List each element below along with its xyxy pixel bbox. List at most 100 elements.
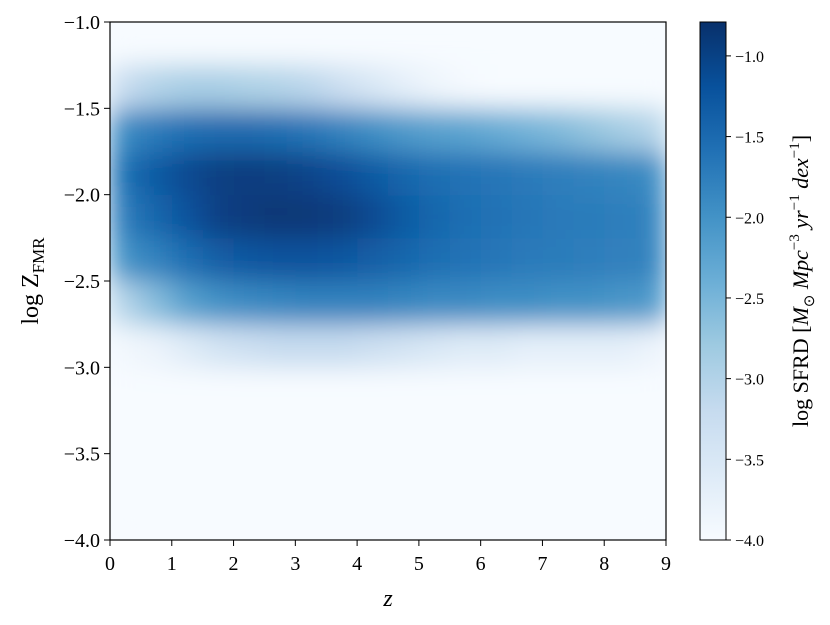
heatmap-cell [326,410,358,455]
heatmap-cell [140,151,173,196]
heatmap-cell [635,453,666,498]
heatmap-cell [326,324,358,368]
heatmap-cell [110,237,142,282]
heatmap-cell [388,22,420,66]
heatmap-cell [233,194,265,239]
heatmap-cell [202,367,235,411]
heatmap-cell [171,151,204,196]
heatmap-cell [604,496,636,540]
heatmap-cell [449,410,482,455]
heatmap-cell [604,281,636,325]
heatmap-cell [542,410,574,455]
heatmap-cell [233,281,265,325]
heatmap-cell [110,281,142,325]
heatmap-cell [295,194,327,239]
heatmap-cell [326,108,358,152]
heatmap-cell [295,281,327,325]
y-axis-label: log ZFMR [18,237,48,325]
heatmap-cell [264,108,296,152]
heatmap-cell [449,237,482,282]
heatmap-cell [357,108,389,152]
heatmap-cell [480,237,513,282]
heatmap-cell [171,367,204,411]
heatmap-cell [449,367,482,411]
heatmap-cell [357,22,389,66]
heatmap-cell [480,65,513,109]
heatmap-cell [388,151,420,196]
x-tick-label: 9 [661,553,671,575]
heatmap-cell [233,108,265,152]
heatmap-cell [264,410,296,455]
heatmap-cell [511,410,543,455]
heatmap-cell [140,410,173,455]
heatmap-cell [573,108,605,152]
heatmap-cell [110,108,142,152]
colorbar-label-part: −3 [787,234,803,250]
heatmap-cell [635,65,666,109]
heatmap [110,22,666,540]
heatmap-cell [357,324,389,368]
heatmap-cell [326,65,358,109]
heatmap-cell [604,410,636,455]
heatmap-cell [110,324,142,368]
heatmap-cell [418,410,451,455]
heatmap-cell [511,194,543,239]
heatmap-cell [480,367,513,411]
heatmap-cell [326,453,358,498]
y-tick-label: −1.5 [64,98,100,120]
heatmap-cell [573,410,605,455]
heatmap-cell [233,151,265,196]
heatmap-cell [573,22,605,66]
colorbar [699,21,727,541]
heatmap-cell [326,237,358,282]
heatmap-cell [418,151,451,196]
heatmap-cell [202,496,235,540]
heatmap-cell [171,194,204,239]
heatmap-cell [388,324,420,368]
heatmap-cell [326,194,358,239]
heatmap-cell [388,410,420,455]
heatmap-cell [635,496,666,540]
heatmap-cell [418,496,451,540]
heatmap-cell [357,367,389,411]
x-axis-label: z [382,586,393,612]
heatmap-cell [326,281,358,325]
heatmap-cell [480,453,513,498]
colorbar-label-part: Mpc [788,250,813,295]
heatmap-cell [233,324,265,368]
heatmap-cell [357,453,389,498]
heatmap-cell [233,367,265,411]
x-tick-label: 7 [537,553,547,575]
y-axis-label-main: log Z [18,273,44,324]
heatmap-cell [202,108,235,152]
heatmap-cell [542,281,574,325]
colorbar-label-part: ⊙ [802,295,818,308]
heatmap-cell [449,324,482,368]
heatmap-cell [264,194,296,239]
heatmap-cell [480,22,513,66]
heatmap-cell [357,281,389,325]
heatmap-cell [140,453,173,498]
heatmap-cell [264,237,296,282]
heatmap-cell [573,281,605,325]
colorbar-label-part: −1 [787,194,803,210]
heatmap-cell [110,410,142,455]
heatmap-cell [264,22,296,66]
heatmap-cell [511,237,543,282]
heatmap-cell [295,108,327,152]
colorbar-label: log SFRD [M⊙ Mpc−3 yr−1 dex−1] [787,135,818,427]
heatmap-cell [202,194,235,239]
heatmap-cell [233,410,265,455]
x-tick-label: 4 [352,553,362,575]
heatmap-cell [449,108,482,152]
heatmap-cell [202,237,235,282]
heatmap-cell [604,108,636,152]
colorbar-label-part: ] [788,135,813,142]
heatmap-cell [388,194,420,239]
heatmap-cell [635,410,666,455]
heatmap-cell [449,194,482,239]
heatmap-cell [511,367,543,411]
heatmap-cell [388,65,420,109]
heatmap-cell [542,496,574,540]
